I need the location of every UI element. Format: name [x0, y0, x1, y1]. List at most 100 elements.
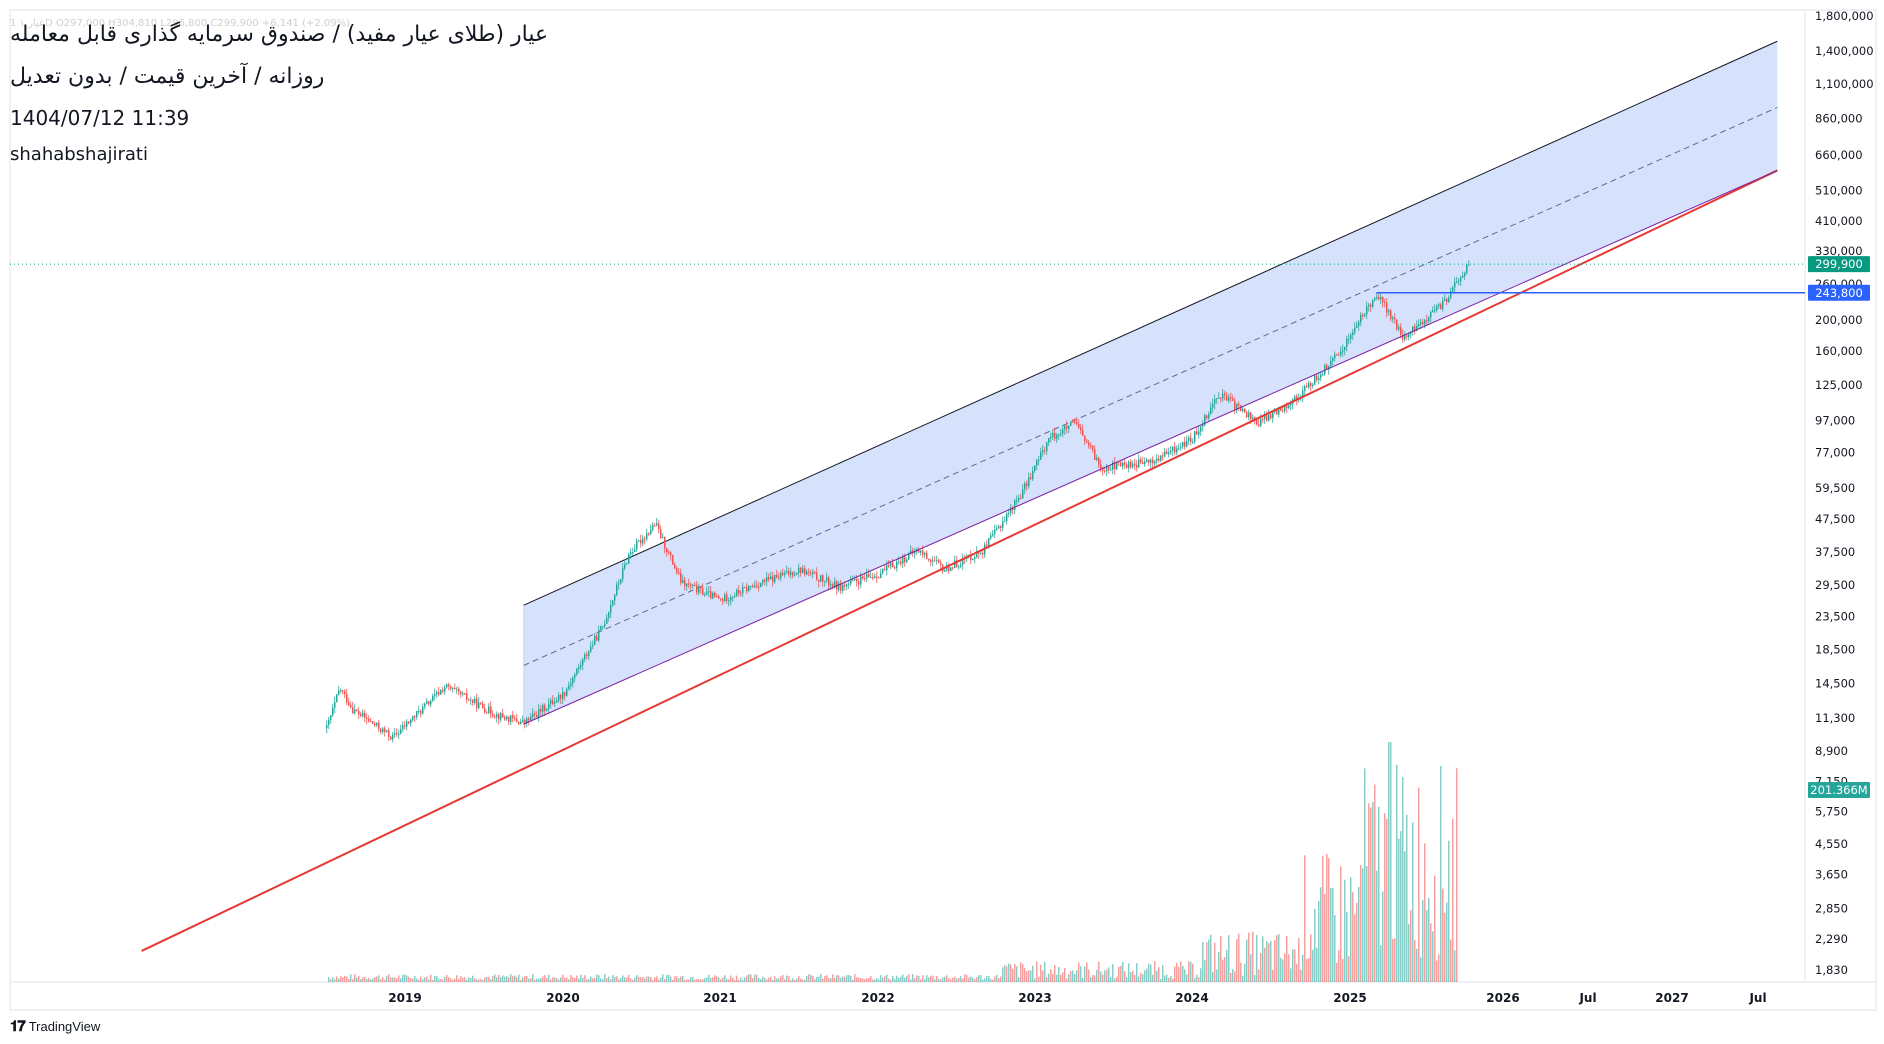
candle-body — [920, 550, 922, 553]
candle-body — [890, 562, 892, 567]
volume-bar — [540, 978, 542, 982]
volume-bar — [958, 977, 960, 982]
volume-bar — [956, 978, 958, 982]
volume-bar — [1382, 891, 1384, 982]
candle-body — [1468, 264, 1470, 266]
candle-body — [712, 592, 714, 599]
volume-bar — [1386, 818, 1388, 982]
candle-body — [418, 710, 420, 712]
candle-body — [734, 595, 736, 597]
candle-body — [432, 695, 434, 701]
candle-body — [768, 577, 770, 580]
candle-body — [1012, 507, 1014, 510]
candle-body — [998, 526, 1000, 529]
candle-body — [364, 712, 366, 718]
volume-bar — [1456, 768, 1458, 982]
candle-body — [588, 651, 590, 657]
volume-bar — [1178, 966, 1180, 982]
candle-body — [1392, 317, 1394, 320]
price-axis-label: 18,500 — [1815, 643, 1855, 657]
candle-body — [1262, 418, 1264, 420]
support-trend-line[interactable] — [141, 169, 1778, 952]
volume-bar — [1074, 974, 1076, 982]
price-badges: 299,900 243,800 201.366M — [1808, 256, 1870, 798]
time-axis[interactable]: 2019 2020 2021 2022 2023 2024 2025 2026 Jul 2027 J… — [388, 991, 1766, 1005]
volume-bar — [1416, 948, 1418, 982]
candle-body — [1006, 513, 1008, 521]
candle-body — [480, 702, 482, 704]
candle-body — [1046, 442, 1048, 452]
channel-median-line[interactable] — [523, 106, 1778, 667]
candle-body — [370, 721, 372, 723]
candle-body — [974, 557, 976, 560]
candle-body — [1174, 446, 1176, 453]
volume-bar — [980, 975, 982, 982]
volume-bar — [408, 976, 410, 982]
candle-body — [1326, 365, 1328, 370]
volume-bar — [1286, 935, 1288, 982]
volume-bar — [938, 978, 940, 982]
volume-bar — [650, 977, 652, 982]
volume-bar — [1212, 971, 1214, 982]
candle-body — [652, 525, 654, 530]
volume-bar — [1106, 969, 1108, 982]
candle-body — [1428, 317, 1430, 322]
volume-bar — [822, 978, 824, 982]
volume-bar — [634, 977, 636, 982]
volume-bar — [1328, 858, 1330, 982]
volume-bar — [872, 979, 874, 982]
volume-bar — [764, 977, 766, 982]
volume-bar — [632, 979, 634, 982]
volume-bar — [1332, 888, 1334, 982]
volume-bar — [882, 977, 884, 982]
candle-body — [1126, 464, 1128, 469]
volume-bar — [1450, 939, 1452, 982]
candle-body — [1024, 483, 1026, 490]
candle-body — [790, 571, 792, 575]
candle-body — [1282, 410, 1284, 412]
candle-body — [736, 590, 738, 596]
volume-bar — [428, 979, 430, 982]
candle-body — [1456, 281, 1458, 283]
volume-bar — [598, 975, 600, 982]
candle-body — [1078, 423, 1080, 428]
candle-body — [696, 585, 698, 593]
candle-body — [1058, 434, 1060, 436]
volume-bar — [476, 979, 478, 982]
volume-bar — [1162, 965, 1164, 982]
candle-body — [526, 718, 528, 724]
volume-bar — [382, 977, 384, 982]
volume-bar — [502, 975, 504, 982]
volume-bar — [1236, 939, 1238, 982]
candle-body — [858, 581, 860, 585]
tradingview-logo[interactable]: 𝟏𝟕 TradingView — [10, 1018, 100, 1035]
volume-bar — [440, 978, 442, 982]
candle-body — [530, 717, 532, 721]
volume-bar — [550, 979, 552, 982]
channel-lower-line[interactable] — [523, 169, 1778, 725]
candle-body — [1166, 451, 1168, 455]
volume-bar — [710, 977, 712, 982]
volume-bar — [1030, 970, 1032, 982]
candle-body — [872, 577, 874, 579]
volume-bar — [906, 975, 908, 982]
candle-body — [1242, 408, 1244, 412]
price-axis[interactable]: 1,800,000 1,400,000 1,100,000 860,000 660,00… — [1815, 9, 1874, 977]
tradingview-logo-text: TradingView — [28, 1019, 101, 1034]
candle-body — [572, 677, 574, 684]
candle-body — [852, 580, 854, 582]
volume-bar — [916, 975, 918, 982]
volume-bar — [1366, 866, 1368, 982]
channel-upper-line[interactable] — [523, 40, 1778, 606]
volume-bar — [546, 977, 548, 982]
candle-body — [798, 567, 800, 573]
volume-bar — [1220, 935, 1222, 982]
candle-body — [1094, 449, 1096, 460]
volume-bar — [1006, 966, 1008, 982]
volume-bar — [884, 976, 886, 982]
candle-body — [492, 714, 494, 717]
volume-bar — [344, 975, 346, 982]
volume-bar — [768, 977, 770, 982]
volume-bar — [996, 974, 998, 982]
